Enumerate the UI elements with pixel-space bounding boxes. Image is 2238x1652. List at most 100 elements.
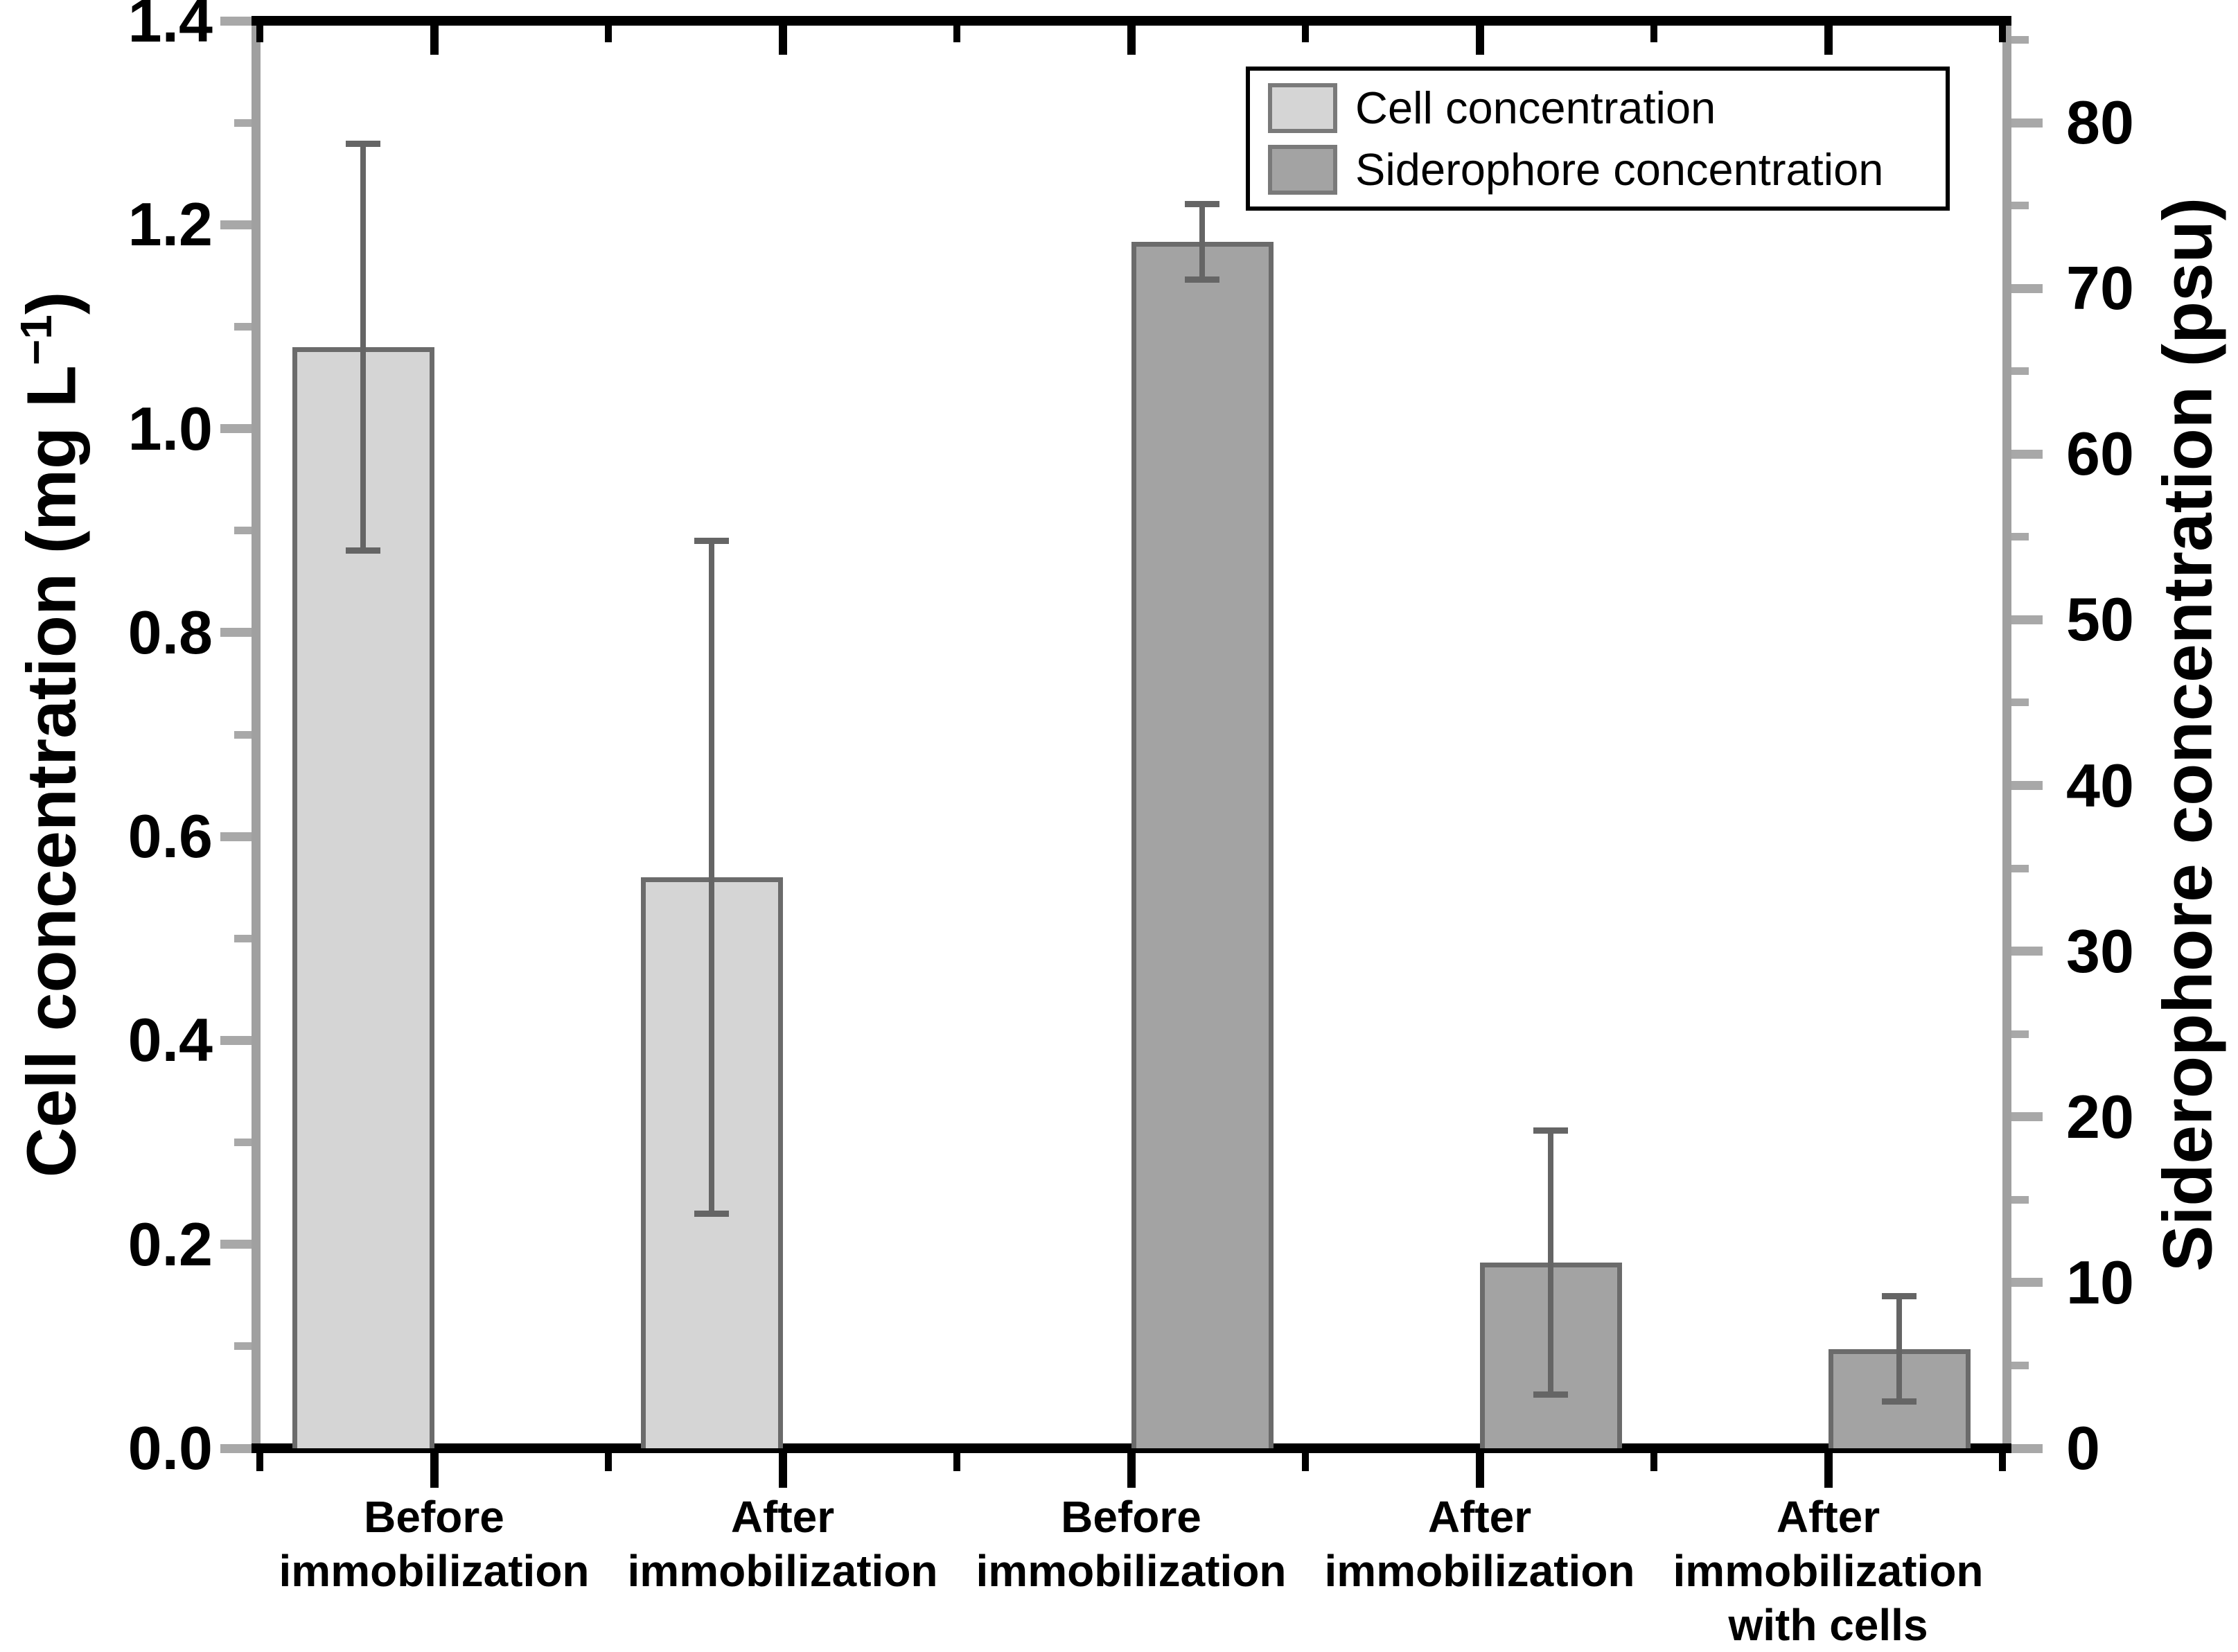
y-left-minor-tick	[234, 934, 252, 942]
y-left-major-tick	[220, 832, 252, 841]
x-top-major-tick	[778, 26, 787, 55]
x-tick-label-cat3: Before immobilization	[924, 1490, 1339, 1598]
y-left-tick-label: 1.0	[127, 394, 213, 463]
legend-label-cell-concentration: Cell concentration	[1355, 82, 1716, 133]
error-bar-cap-top-cat1	[346, 140, 380, 147]
error-bar-cap-bottom-cat3	[1185, 276, 1219, 283]
x-top-minor-tick	[1999, 26, 2006, 42]
x-bottom-major-tick	[1127, 1453, 1136, 1488]
legend-label-siderophore-concentration: Siderophore concentration	[1355, 144, 1884, 195]
x-bottom-minor-tick	[1999, 1453, 2006, 1471]
y-right-minor-tick	[2011, 1361, 2029, 1369]
y-right-tick-label: 40	[2066, 750, 2134, 820]
x-top-major-tick	[1475, 26, 1484, 55]
error-bar-cap-top-cat5	[1882, 1293, 1917, 1299]
y-right-major-tick	[2011, 1443, 2043, 1453]
error-bar-cap-bottom-cat4	[1533, 1391, 1568, 1398]
error-bar-cap-top-cat4	[1533, 1127, 1568, 1134]
y-left-major-tick	[220, 1240, 252, 1249]
y-left-tick-label: 0.4	[127, 1005, 213, 1075]
y-right-major-tick	[2011, 781, 2043, 791]
x-tick-label-line: immobilization	[976, 1546, 1287, 1596]
x-top-major-tick	[1127, 26, 1136, 55]
y-right-major-tick	[2011, 283, 2043, 293]
x-tick-label-line: immobilization	[1324, 1546, 1635, 1596]
error-bar-line-cat4	[1548, 1130, 1553, 1396]
legend-swatch-cell-concentration	[1268, 82, 1337, 133]
y-right-minor-tick	[2011, 35, 2029, 44]
error-bar-cap-top-cat2	[694, 538, 729, 545]
x-tick-label-cat5: After immobilization with cells	[1621, 1490, 2036, 1652]
y-left-major-tick	[220, 628, 252, 638]
y-left-tick-label: 0.0	[127, 1414, 213, 1482]
y-right-major-tick	[2011, 118, 2043, 128]
legend-swatch-siderophore-concentration	[1268, 144, 1337, 195]
legend: Cell concentration Siderophore concentra…	[1246, 67, 1950, 211]
x-top-minor-tick	[605, 26, 612, 42]
x-tick-label-cat1: Before immobilization	[227, 1490, 642, 1598]
y-right-minor-tick	[2011, 698, 2029, 707]
y-left-major-tick	[220, 220, 252, 229]
x-top-minor-tick	[953, 26, 960, 42]
y-right-major-tick	[2011, 947, 2043, 956]
bar-siderophore-concentration-cat3	[1131, 242, 1274, 1448]
y-right-minor-tick	[2011, 1030, 2029, 1038]
x-bottom-minor-tick	[1302, 1453, 1309, 1471]
error-bar-line-cat2	[709, 541, 714, 1214]
x-bottom-major-tick	[778, 1453, 787, 1488]
error-bar-line-cat3	[1199, 204, 1205, 281]
y-left-tick-label: 0.8	[127, 597, 213, 667]
x-bottom-minor-tick	[605, 1453, 612, 1471]
y-right-major-tick	[2011, 615, 2043, 624]
y-left-tick-label: 1.2	[127, 190, 213, 259]
left-axis-spine	[252, 16, 261, 1453]
y-left-minor-tick	[234, 730, 252, 739]
x-bottom-major-tick	[430, 1453, 439, 1488]
legend-item-siderophore-concentration: Siderophore concentration	[1268, 143, 1946, 195]
y-right-tick-label: 70	[2066, 254, 2134, 323]
right-axis-spine	[2002, 16, 2011, 1453]
x-tick-label-cat2: After immobilization	[575, 1490, 991, 1598]
y-right-minor-tick	[2011, 1195, 2029, 1204]
x-tick-label-line: Before	[1061, 1492, 1201, 1542]
legend-item-cell-concentration: Cell concentration	[1268, 82, 1946, 134]
error-bar-cap-bottom-cat2	[694, 1210, 729, 1217]
x-tick-label-cat4: After immobilization	[1272, 1490, 1688, 1598]
x-tick-label-line: immobilization	[279, 1546, 590, 1596]
error-bar-line-cat5	[1896, 1296, 1902, 1403]
y-left-minor-tick	[234, 118, 252, 127]
y-right-tick-label: 50	[2066, 585, 2134, 654]
x-tick-label-line: Before	[364, 1492, 504, 1542]
y-right-tick-label: 10	[2066, 1247, 2134, 1317]
y-right-major-tick	[2011, 1112, 2043, 1122]
x-bottom-minor-tick	[1650, 1453, 1657, 1471]
x-tick-label-line: immobilization	[1673, 1546, 1984, 1596]
x-top-minor-tick	[1650, 26, 1657, 42]
y-right-minor-tick	[2011, 202, 2029, 210]
y-left-tick-label: 1.4	[127, 0, 213, 55]
error-bar-cap-top-cat3	[1185, 201, 1219, 208]
top-axis-spine	[252, 16, 2011, 26]
x-bottom-major-tick	[1824, 1453, 1833, 1488]
y-left-major-tick	[220, 1035, 252, 1045]
y-left-minor-tick	[234, 322, 252, 331]
y-left-minor-tick	[234, 1342, 252, 1351]
x-bottom-minor-tick	[256, 1453, 263, 1471]
y-right-major-tick	[2011, 1278, 2043, 1288]
x-top-major-tick	[1824, 26, 1833, 55]
y-right-tick-label: 30	[2066, 916, 2134, 985]
y-left-tick-label: 0.6	[127, 802, 213, 871]
y-left-major-tick	[220, 16, 252, 26]
x-tick-label-line: immobilization	[627, 1546, 938, 1596]
y-right-tick-label: 20	[2066, 1082, 2134, 1151]
y-left-minor-tick	[234, 1139, 252, 1147]
y-right-tick-label: 0	[2066, 1414, 2100, 1482]
x-bottom-major-tick	[1475, 1453, 1484, 1488]
error-bar-line-cat1	[360, 143, 366, 552]
y-right-tick-label: 80	[2066, 88, 2134, 157]
error-bar-cap-bottom-cat5	[1882, 1398, 1917, 1405]
y-right-major-tick	[2011, 449, 2043, 459]
error-bar-cap-bottom-cat1	[346, 547, 380, 554]
x-tick-label-line: After	[730, 1492, 835, 1542]
